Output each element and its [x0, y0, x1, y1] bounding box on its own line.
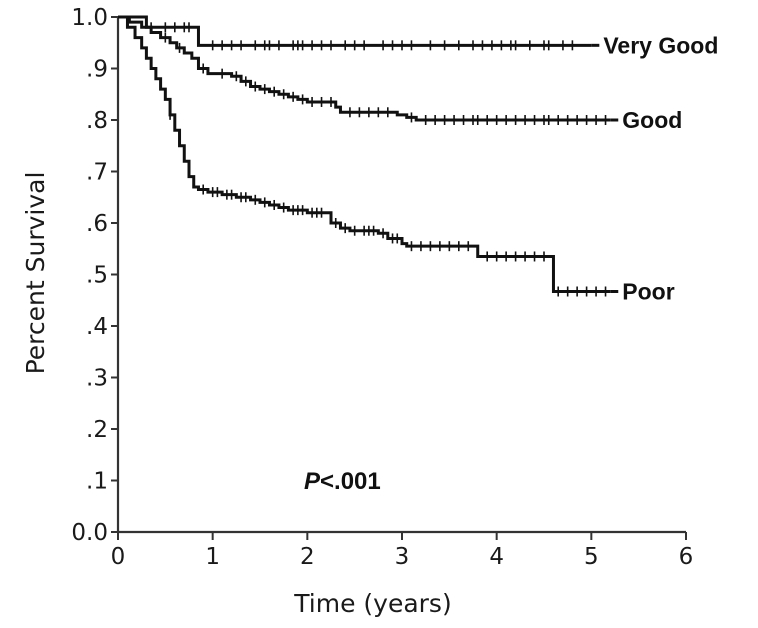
- p-value-annotation: P<.001: [304, 468, 381, 495]
- x-tick-label: 3: [395, 544, 410, 570]
- y-tick-label: 1.0: [71, 5, 108, 31]
- series-label-good: Good: [622, 107, 682, 133]
- y-tick-label: .8: [86, 108, 108, 134]
- y-tick-label: 0.0: [71, 520, 108, 546]
- series-label-very-good: Very Good: [603, 32, 718, 58]
- series-group: Very Good Good Poor: [118, 15, 718, 304]
- y-tick-label: .3: [86, 366, 108, 392]
- y-tick-label: .6: [86, 211, 108, 237]
- x-tick-label: 0: [111, 544, 126, 570]
- x-tick-label: 4: [489, 544, 504, 570]
- series-very-good: Very Good: [118, 15, 718, 58]
- x-tick-label: 2: [300, 544, 315, 570]
- x-axis-title: Time (years): [293, 589, 451, 618]
- p-value-text: <.001: [320, 468, 381, 495]
- x-tick-label: 5: [584, 544, 599, 570]
- y-tick-label: .4: [86, 314, 108, 340]
- series-label-poor: Poor: [622, 278, 674, 304]
- x-tick-label: 1: [205, 544, 220, 570]
- y-tick-label: .2: [86, 417, 108, 443]
- y-tick-label: .7: [86, 160, 108, 186]
- y-tick-label: .9: [86, 57, 108, 83]
- axes: 0 1 2 3 4 5 6 0.0 .1 .2 .3 .4 .5 .6 .7 .8 .9 1.0: [71, 5, 693, 570]
- y-tick-label: .1: [86, 469, 108, 495]
- x-ticks: 0 1 2 3 4 5 6: [111, 532, 694, 570]
- series-line-poor: [118, 15, 611, 293]
- y-tick-label: .5: [86, 263, 108, 289]
- x-tick-label: 6: [679, 544, 694, 570]
- y-ticks: 0.0 .1 .2 .3 .4 .5 .6 .7 .8 .9 1.0: [71, 5, 118, 546]
- y-axis-title: Percent Survival: [21, 172, 50, 375]
- series-poor: Poor: [118, 15, 675, 304]
- series-line-good: [118, 15, 611, 122]
- p-value-symbol: P: [304, 468, 321, 495]
- series-good: Good: [118, 15, 682, 133]
